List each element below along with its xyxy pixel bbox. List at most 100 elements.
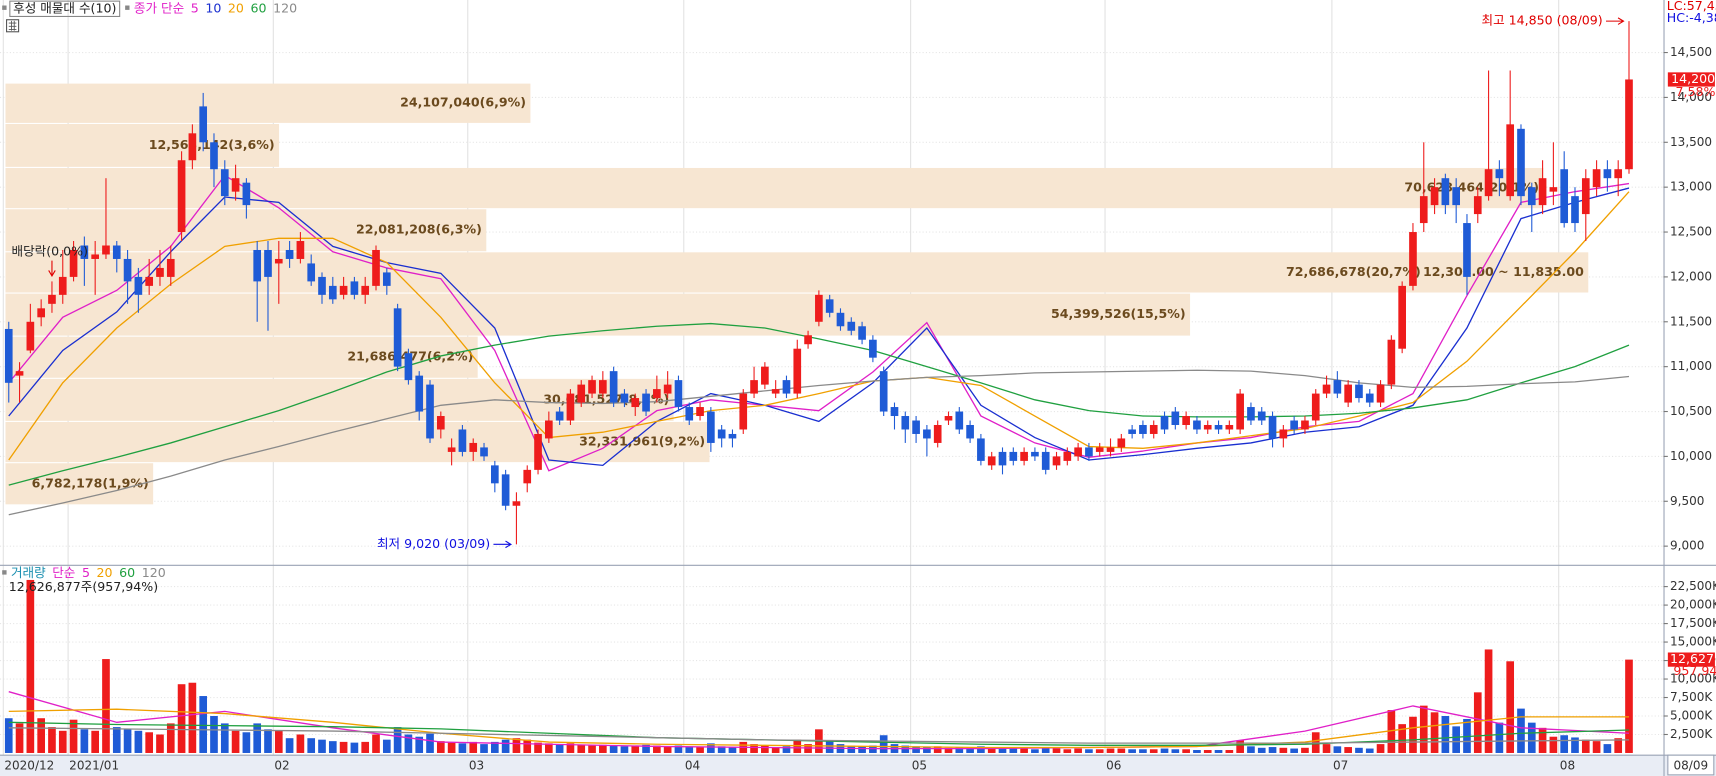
candle-body xyxy=(1139,424,1147,434)
candle-body xyxy=(588,380,596,394)
legend-entry: 20 xyxy=(228,0,244,15)
volume-bar xyxy=(436,741,445,753)
volume-bar xyxy=(599,744,607,753)
candle-body xyxy=(890,407,899,417)
volume-bar xyxy=(1614,738,1623,753)
last-price-label: 14,200 xyxy=(1671,71,1715,86)
extreme-arrow xyxy=(493,540,513,549)
chart-title: 후성 매물대 수(10) xyxy=(13,0,116,15)
legend-entry: 20 xyxy=(97,565,113,580)
candle-body xyxy=(501,474,510,506)
candle-body xyxy=(188,133,197,161)
candle-body xyxy=(199,106,208,143)
candle-body xyxy=(1031,451,1039,457)
candle-body xyxy=(836,312,845,327)
volume-bar xyxy=(1473,692,1482,753)
candle-body xyxy=(545,420,553,439)
candle-body xyxy=(1257,411,1266,421)
candle-body xyxy=(555,411,564,421)
candle-body xyxy=(923,429,931,439)
y-tick-label: 9,000 xyxy=(1670,539,1704,553)
candle-body xyxy=(382,272,391,286)
candle-body xyxy=(534,433,542,470)
x-tick-label: 03 xyxy=(469,759,484,773)
candle-body xyxy=(58,276,67,295)
candle-body xyxy=(825,299,834,313)
volume-bar xyxy=(1236,740,1244,753)
volume-bar xyxy=(998,747,1007,753)
moving-average-line xyxy=(8,174,1630,472)
candle-body xyxy=(599,380,607,394)
volume-bar xyxy=(1322,744,1331,753)
volume-bar xyxy=(1625,659,1633,753)
dividend-label: 배당락(0,0%) xyxy=(12,243,89,258)
candle-body xyxy=(998,451,1007,466)
candle-body xyxy=(145,276,154,286)
volume-bar xyxy=(350,742,359,753)
volume-bar xyxy=(696,747,704,753)
volume-bar xyxy=(620,746,629,753)
candle-body xyxy=(1355,384,1363,399)
candle-body xyxy=(1409,232,1417,286)
candle-body xyxy=(804,335,812,345)
candle-body xyxy=(156,267,164,277)
volume-bar xyxy=(1193,750,1201,753)
candle-body xyxy=(977,438,985,461)
candle-body xyxy=(955,411,964,430)
volume-bar xyxy=(26,579,35,753)
volume-bar xyxy=(177,684,186,753)
candle-body xyxy=(620,393,629,403)
candle-body xyxy=(1311,393,1320,421)
candle-body xyxy=(1085,447,1093,457)
volume-bar xyxy=(339,741,348,753)
candle-body xyxy=(1020,451,1028,461)
candle-body xyxy=(782,380,791,394)
volume-bar xyxy=(1430,712,1439,753)
volume-bar xyxy=(188,682,197,753)
volume-bar xyxy=(1387,710,1396,753)
y-tick-label: 11,000 xyxy=(1670,359,1712,373)
x-tick-label: 07 xyxy=(1333,759,1348,773)
volume-bar xyxy=(869,745,877,753)
volume-bar xyxy=(1592,741,1601,753)
volume-bar xyxy=(296,734,305,753)
candle-body xyxy=(1592,169,1601,188)
volume-bar xyxy=(912,746,920,753)
volume-bar xyxy=(545,743,553,753)
candle-body xyxy=(1128,429,1136,434)
volume-bar xyxy=(879,735,888,753)
candle-body xyxy=(166,258,175,277)
candle-body xyxy=(307,263,316,282)
volume-bar xyxy=(210,716,218,753)
dividend-arrow xyxy=(48,260,56,277)
volume-bar xyxy=(642,744,650,753)
y-tick-label: 10,500 xyxy=(1670,404,1712,418)
candle-body xyxy=(242,182,251,206)
volume-profile-label: 32,331,961(9,2%) xyxy=(579,434,705,449)
y-tick-label: 10,000K xyxy=(1670,672,1716,686)
volume-bar xyxy=(534,742,542,753)
candle-body xyxy=(631,398,640,408)
candle-body xyxy=(253,249,262,282)
volume-profile-bar xyxy=(5,123,280,167)
volume-bar xyxy=(966,747,974,753)
candle-body xyxy=(1203,424,1212,430)
candle-body xyxy=(328,285,337,300)
candle-body xyxy=(69,249,78,277)
candle-body xyxy=(566,393,575,421)
candle-body xyxy=(728,433,737,439)
y-tick-label: 22,500K xyxy=(1670,579,1716,593)
candle-body xyxy=(480,447,488,457)
candle-body xyxy=(1247,407,1255,421)
volume-bar xyxy=(91,730,99,753)
volume-profile-bar xyxy=(5,293,1191,336)
candle-body xyxy=(1333,380,1342,394)
y-tick-label: 20,000K xyxy=(1670,598,1716,612)
candle-body xyxy=(1560,169,1569,224)
volume-bar xyxy=(1441,716,1450,753)
candle-body xyxy=(1171,411,1180,425)
extreme-label: 최저 9,020 (03/09) xyxy=(377,536,490,551)
volume-bar xyxy=(987,747,996,753)
volume-bar xyxy=(415,736,424,753)
candle-body xyxy=(653,389,661,399)
